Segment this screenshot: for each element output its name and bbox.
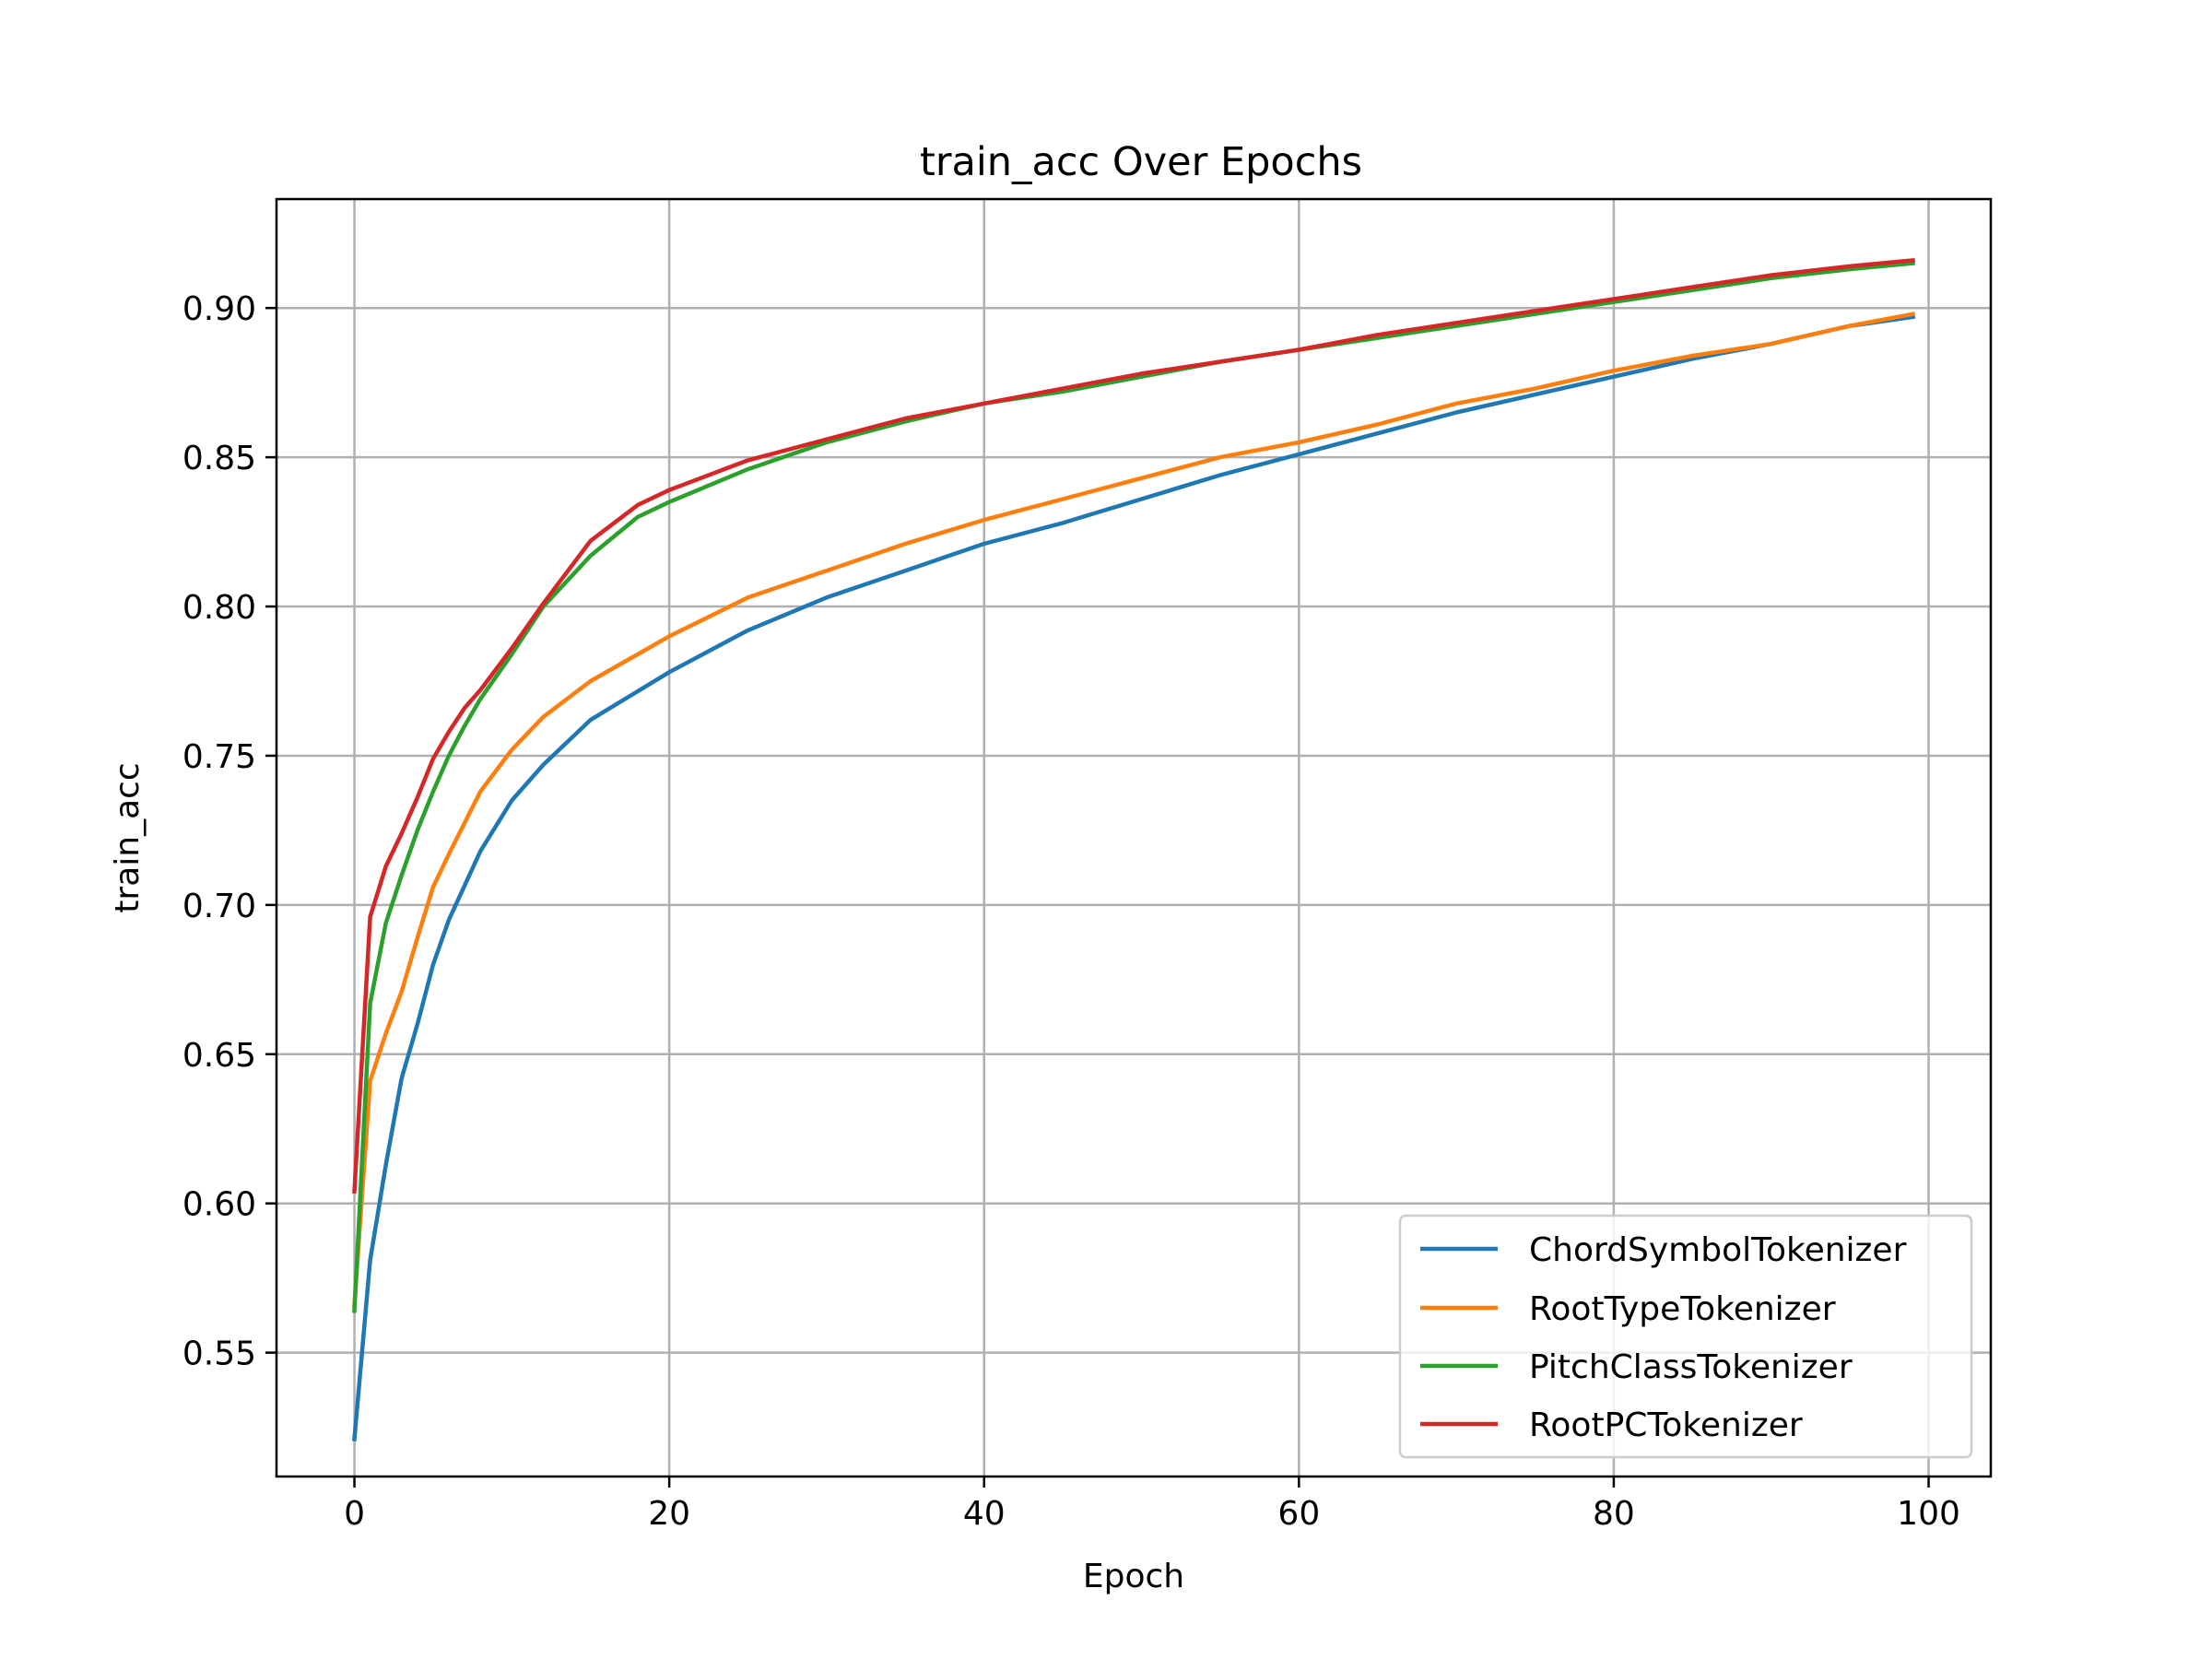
legend-label: PitchClassTokenizer xyxy=(1529,1348,1853,1386)
axis-ticks: 0 20 40 60 80 100 0.55 0.60 0.65 0.70 0.75 0.80 0.85… xyxy=(182,290,1960,1533)
x-tick-label: 40 xyxy=(963,1495,1006,1533)
series-line-1 xyxy=(352,312,1916,1308)
x-tick-label: 100 xyxy=(1897,1495,1960,1533)
y-tick-label: 0.65 xyxy=(182,1037,256,1075)
legend-entry: RootTypeTokenizer xyxy=(1420,1290,1836,1328)
legend-label: RootPCTokenizer xyxy=(1529,1406,1803,1444)
y-tick-label: 0.60 xyxy=(182,1186,256,1224)
legend-box xyxy=(1398,1214,1973,1459)
y-tick-label: 0.80 xyxy=(182,589,256,627)
x-tick-label: 60 xyxy=(1277,1495,1320,1533)
legend-entry: PitchClassTokenizer xyxy=(1420,1348,1853,1386)
x-axis-label: Epoch xyxy=(1083,1558,1184,1595)
grid-lines xyxy=(276,199,1991,1477)
y-axis-label: train_acc xyxy=(109,762,147,912)
x-tick-label: 20 xyxy=(648,1495,690,1533)
y-tick-label: 0.75 xyxy=(182,738,256,776)
legend-entry: RootPCTokenizer xyxy=(1420,1406,1803,1444)
series-line-3 xyxy=(352,257,1915,1194)
plot-area-frame xyxy=(275,197,1993,1478)
legend: ChordSymbolTokenizer RootTypeTokenizer Pit… xyxy=(1398,1214,1973,1459)
series-line-0 xyxy=(352,314,1916,1441)
x-tick-label: 80 xyxy=(1593,1495,1635,1533)
legend-label: ChordSymbolTokenizer xyxy=(1529,1231,1907,1269)
chart-title: train_acc Over Epochs xyxy=(920,139,1362,185)
series-line-2 xyxy=(352,261,1915,1313)
x-tick-label: 0 xyxy=(344,1495,365,1533)
y-tick-label: 0.70 xyxy=(182,888,256,925)
legend-entry: ChordSymbolTokenizer xyxy=(1420,1231,1907,1269)
y-tick-label: 0.90 xyxy=(182,290,256,328)
y-tick-label: 0.55 xyxy=(182,1335,256,1373)
legend-label: RootTypeTokenizer xyxy=(1529,1290,1836,1328)
series-lines xyxy=(352,257,1916,1441)
y-tick-label: 0.85 xyxy=(182,440,256,477)
